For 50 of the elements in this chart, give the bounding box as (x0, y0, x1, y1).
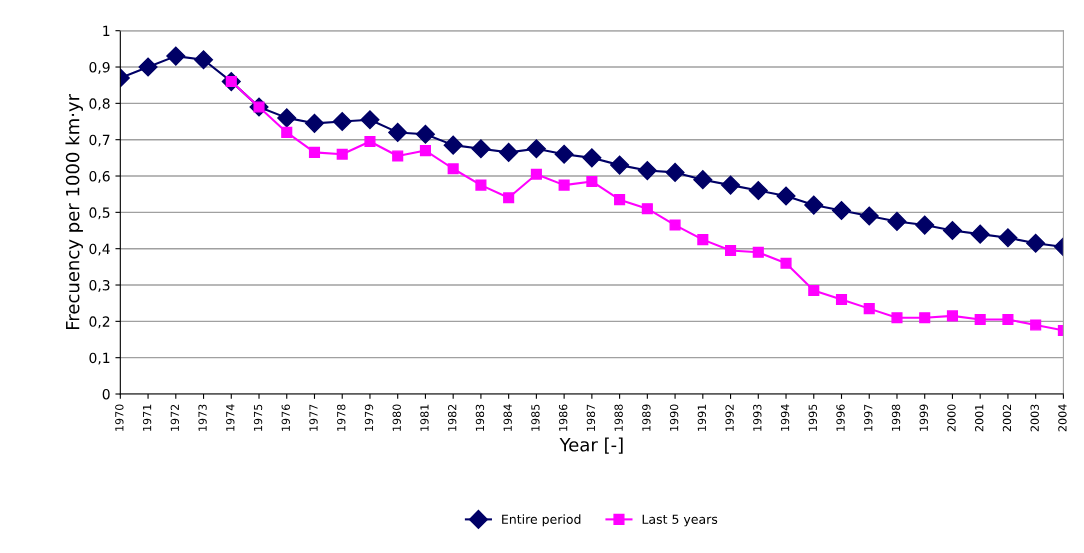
x-tick-label: 1980 (392, 404, 401, 431)
x-tick-label: 1994 (780, 404, 790, 431)
x-tick-label: 1981 (420, 404, 429, 431)
x-tick-label: 1975 (253, 404, 263, 431)
x-tick-label: 1988 (614, 404, 623, 431)
x-tick-label: 1970 (115, 404, 124, 431)
x-tick-label: 2000 (947, 404, 956, 432)
x-tick-label: 1972 (170, 404, 180, 431)
x-tick-label: 1979 (364, 404, 374, 431)
x-tick-label: 1991 (697, 404, 707, 431)
y-tick-label: 0 (102, 388, 110, 400)
y-tick-label: 0,9 (89, 61, 110, 74)
x-tick-label: 2003 (1030, 404, 1039, 432)
x-tick-label: 1998 (891, 404, 901, 431)
x-tick-label: 1989 (642, 404, 651, 431)
y-tick-label: 1 (103, 25, 110, 36)
x-tick-label: 1978 (337, 404, 346, 431)
y-tick-label: 0,1 (89, 352, 110, 365)
y-tick-label: 0,3 (89, 279, 110, 292)
x-tick-label: 1997 (864, 404, 873, 431)
legend-label: Entire period (502, 514, 581, 527)
x-tick-label: 1996 (836, 404, 845, 431)
y-tick-label: 0,5 (89, 207, 110, 220)
x-tick-label: 1982 (448, 404, 457, 431)
x-tick-label: 1986 (558, 404, 568, 431)
y-tick-label: 0,2 (89, 316, 110, 329)
y-tick-label: 0,8 (89, 98, 110, 111)
x-tick-label: 1971 (142, 404, 152, 431)
x-tick-label: 2001 (975, 404, 984, 432)
y-tick-label: 0,6 (89, 170, 110, 183)
x-tick-label: 1976 (281, 404, 290, 431)
x-tick-label: 1985 (531, 404, 540, 431)
x-tick-label: 2002 (1002, 404, 1012, 432)
x-tick-label: 1990 (669, 404, 679, 431)
x-axis-title: Year [-] (559, 437, 623, 454)
y-axis-title: Frecuency per 1000 km·yr (65, 93, 83, 329)
x-tick-label: 2004 (1058, 404, 1067, 432)
x-tick-label: 1987 (586, 404, 596, 431)
x-tick-label: 1974 (226, 404, 235, 431)
y-tick-label: 0,7 (89, 134, 110, 147)
x-tick-label: 1999 (919, 404, 928, 431)
x-tick-label: 1995 (808, 404, 817, 431)
x-tick-label: 1977 (309, 404, 318, 431)
x-tick-label: 1973 (198, 404, 207, 431)
x-tick-label: 1993 (753, 404, 762, 431)
legend-label: Last 5 years (642, 514, 718, 527)
y-tick-label: 0,4 (89, 243, 110, 256)
x-tick-label: 1983 (475, 404, 485, 431)
x-tick-label: 1992 (725, 404, 734, 431)
x-tick-label: 1984 (503, 404, 512, 431)
